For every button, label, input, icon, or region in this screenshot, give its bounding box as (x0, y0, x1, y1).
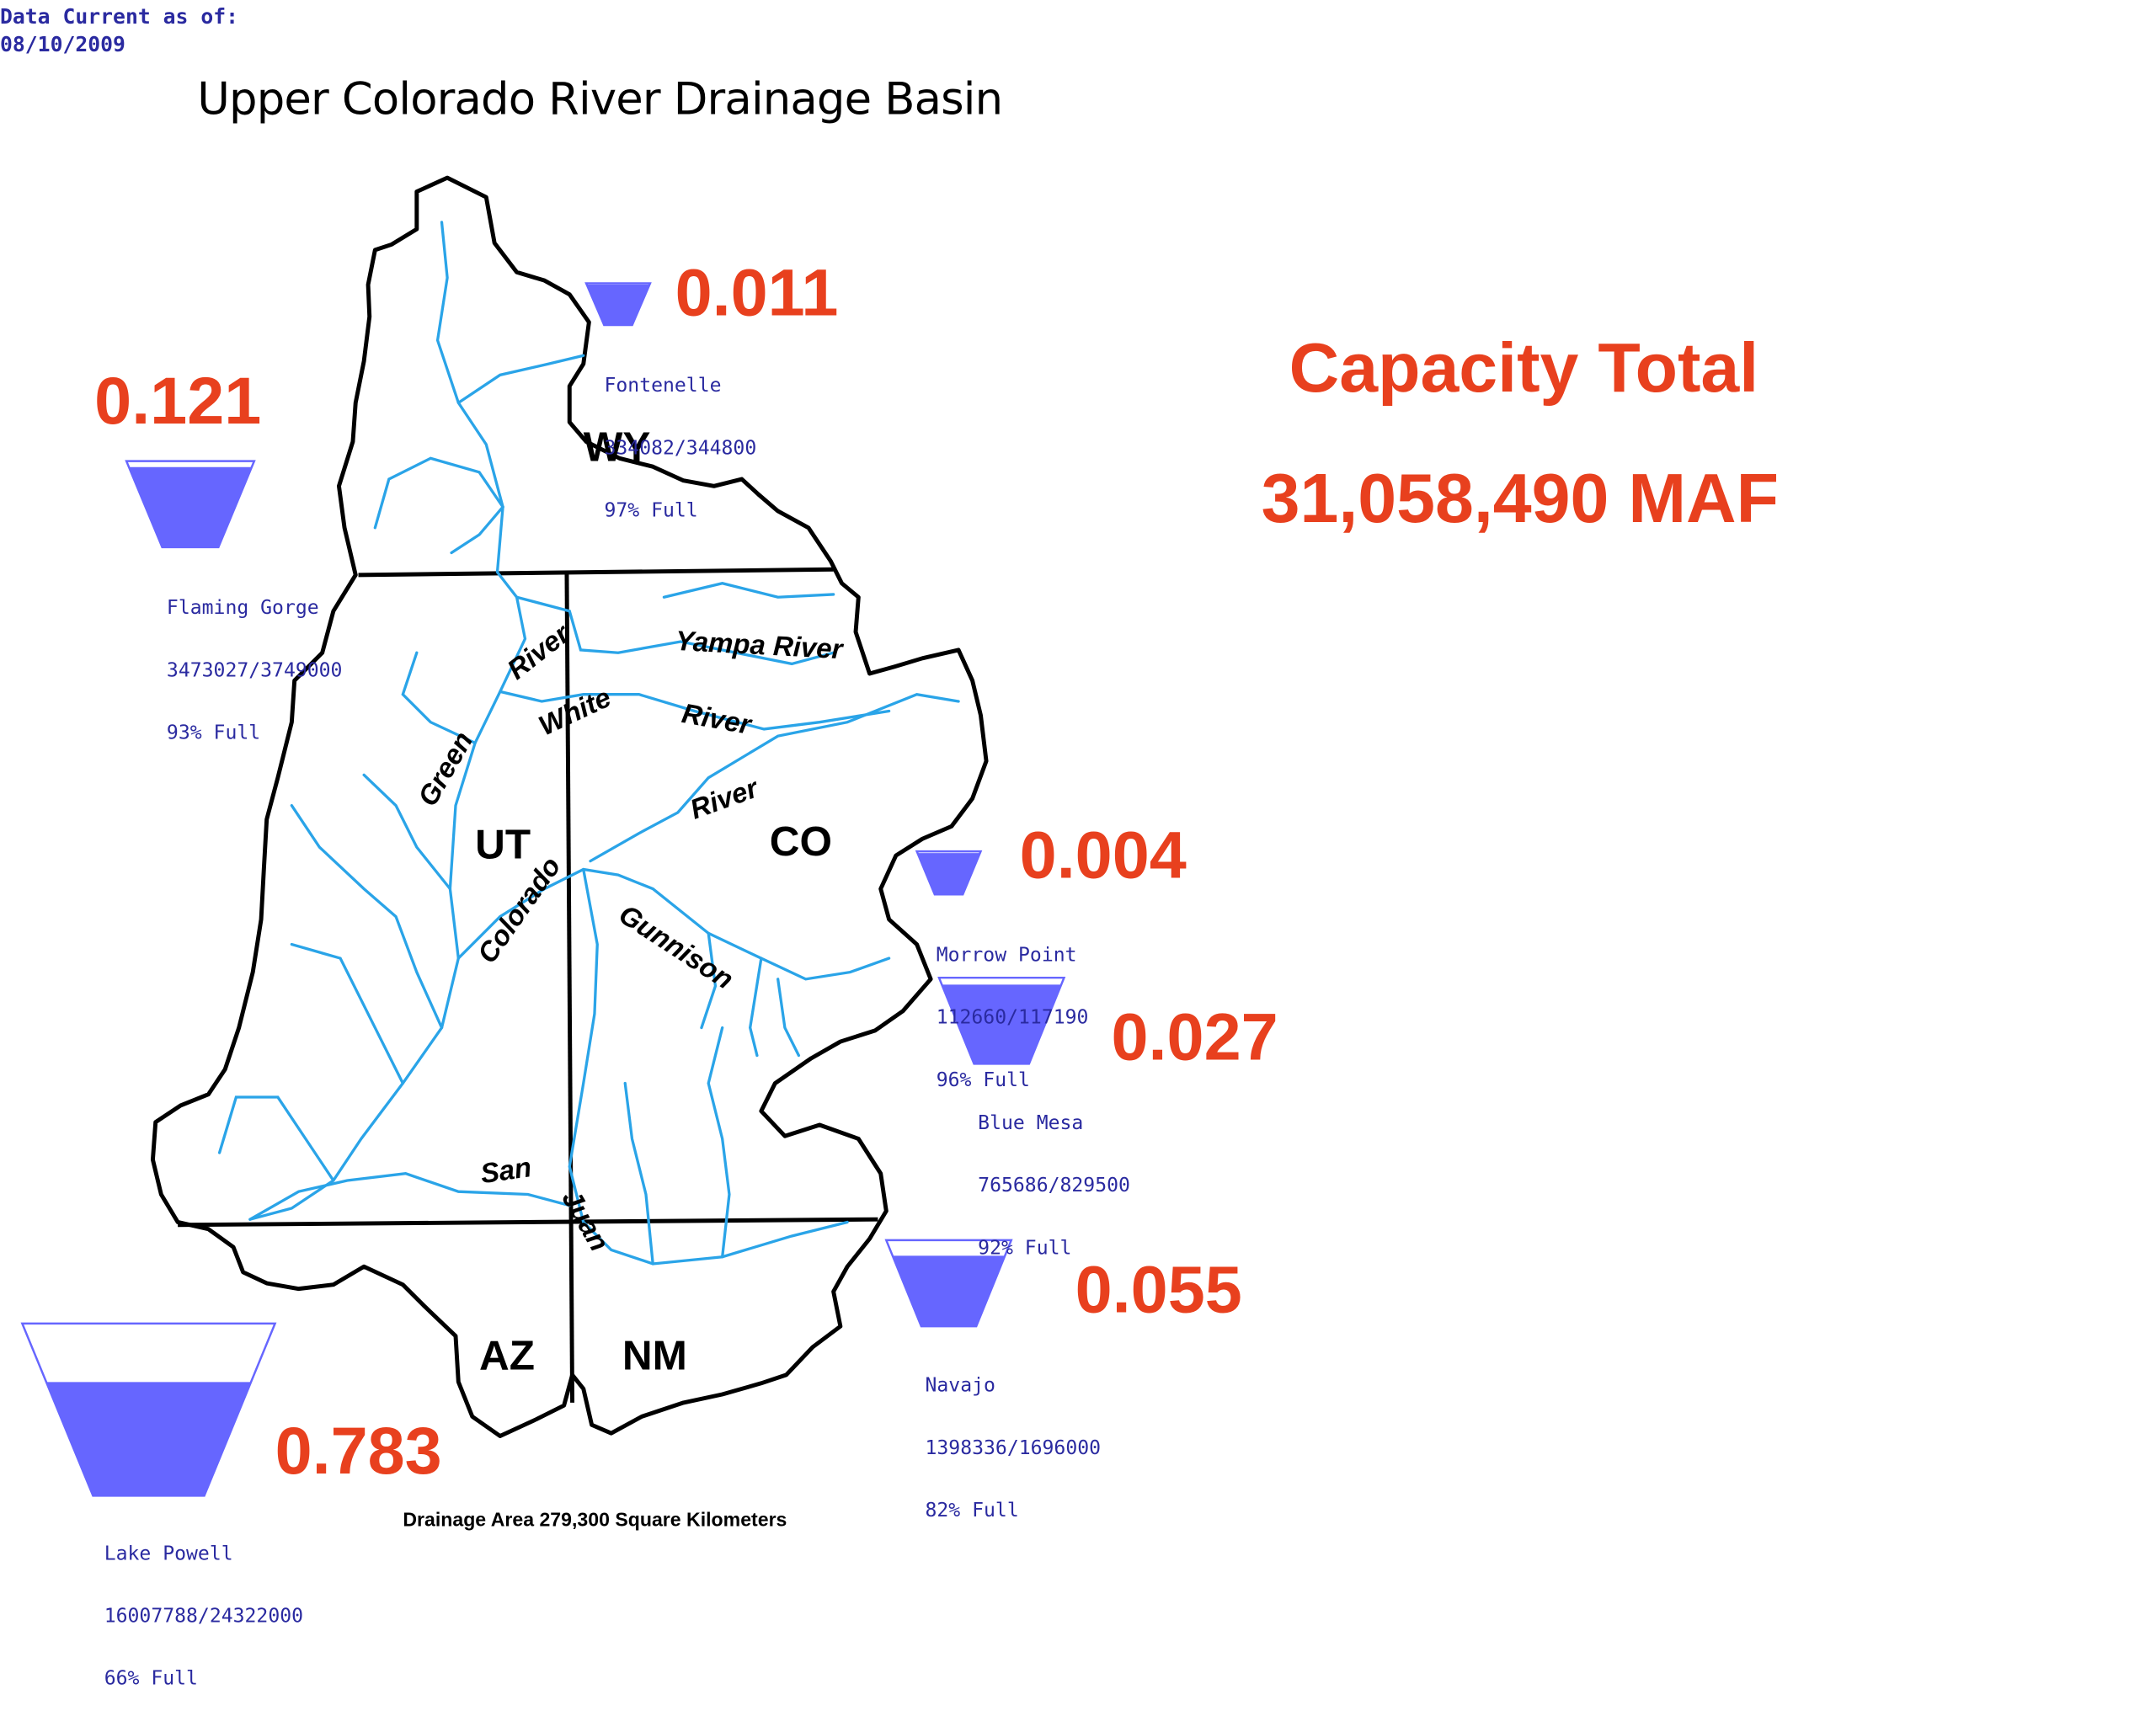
reservoir-percent: 93% Full (166, 722, 261, 745)
reservoir-storage: 112660/117190 (936, 1006, 1089, 1030)
reservoir-name: Morrow Point (936, 944, 1077, 967)
reservoir-percent: 66% Full (104, 1667, 198, 1691)
reservoir-storage: 16007788/24322000 (104, 1605, 304, 1628)
reservoir-fraction-flaming-gorge: 0.121 (94, 365, 262, 440)
reservoir-gauge-lake-powell (20, 1322, 277, 1497)
reservoir-storage: 1398336/1696000 (925, 1437, 1102, 1460)
state-az: AZ (479, 1332, 535, 1378)
gauge-water-fill (586, 284, 650, 325)
reservoir-name: Fontenelle (604, 375, 722, 397)
map-title: Upper Colorado River Drainage Basin (197, 72, 1003, 125)
reservoir-fraction-lake-powell: 0.783 (275, 1415, 442, 1490)
reservoir-percent: 92% Full (978, 1237, 1072, 1260)
reservoir-gauge-fontenelle (584, 282, 652, 327)
page: Data Current as of: 08/10/2009 Upper Col… (0, 3, 1779, 1690)
gauge-water-fill (942, 984, 1062, 1064)
capacity-total-value: 31,058,490 MAF (1261, 459, 1779, 538)
reservoir-gauge-navajo (884, 1239, 1013, 1328)
reservoir-name: Lake Powell (104, 1543, 233, 1565)
state-ut: UT (475, 821, 531, 867)
reservoir-percent: 82% Full (925, 1500, 1019, 1522)
state-co: CO (770, 818, 832, 865)
reservoir-label-fontenelle: Fontenelle 334082/344800 97% Full (604, 335, 756, 564)
reservoir-percent: 96% Full (936, 1069, 1030, 1092)
reservoir-label-navajo: Navajo 1398336/1696000 82% Full (926, 1335, 1102, 1564)
data-current-date: 08/10/2009 (0, 31, 125, 57)
reservoir-fraction-navajo: 0.055 (1075, 1254, 1242, 1328)
reservoir-gauge-morrow-point (915, 850, 983, 896)
state-nm: NM (622, 1332, 687, 1378)
reservoir-gauge-flaming-gorge (125, 460, 256, 549)
reservoir-name: Navajo (925, 1374, 995, 1398)
reservoir-name: Flaming Gorge (166, 597, 319, 620)
data-current-label: Data Current as of: (0, 3, 239, 29)
gauge-water-fill (892, 1255, 1006, 1327)
reservoir-storage: 334082/344800 (604, 437, 757, 460)
state-wy: WY (584, 424, 651, 471)
drainage-area-note: Drainage Area 279,300 Square Kilometers (403, 1508, 787, 1531)
reservoir-label-flaming-gorge: Flaming Gorge 3473027/3749000 93% Full (167, 557, 343, 786)
reservoir-label-blue-mesa: Blue Mesa 765686/829500 92% Full (978, 1072, 1130, 1301)
capacity-total-label: Capacity Total (1289, 328, 1759, 408)
basin-map: WY UT CO AZ NM Yampa River River White R… (20, 175, 1066, 1497)
gauge-water-fill (917, 853, 980, 895)
gauge-water-fill (45, 1382, 252, 1496)
reservoir-gauge-blue-mesa (937, 976, 1066, 1065)
state-boundaries (178, 567, 878, 1403)
reservoir-storage: 3473027/3749000 (166, 659, 343, 682)
data-date-header: Data Current as of: 08/10/2009 (0, 3, 238, 58)
reservoir-name: Blue Mesa (978, 1112, 1084, 1135)
reservoir-storage: 765686/829500 (978, 1175, 1130, 1197)
reservoir-fraction-fontenelle: 0.011 (675, 257, 839, 331)
reservoir-fraction-morrow-point: 0.004 (1019, 819, 1187, 893)
reservoir-percent: 97% Full (604, 499, 698, 523)
river-label-san: San (478, 1151, 533, 1189)
reservoir-fraction-blue-mesa: 0.027 (1111, 1001, 1278, 1075)
gauge-water-fill (129, 466, 252, 547)
reservoir-label-morrow-point: Morrow Point 112660/117190 96% Full (937, 904, 1089, 1133)
river-network (217, 221, 960, 1266)
reservoir-label-lake-powell: Lake Powell 16007788/24322000 66% Full (104, 1503, 303, 1732)
